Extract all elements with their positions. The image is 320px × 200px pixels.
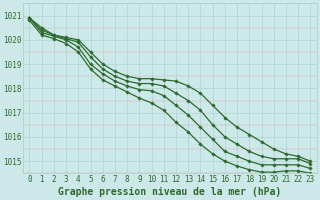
- X-axis label: Graphe pression niveau de la mer (hPa): Graphe pression niveau de la mer (hPa): [58, 186, 282, 197]
